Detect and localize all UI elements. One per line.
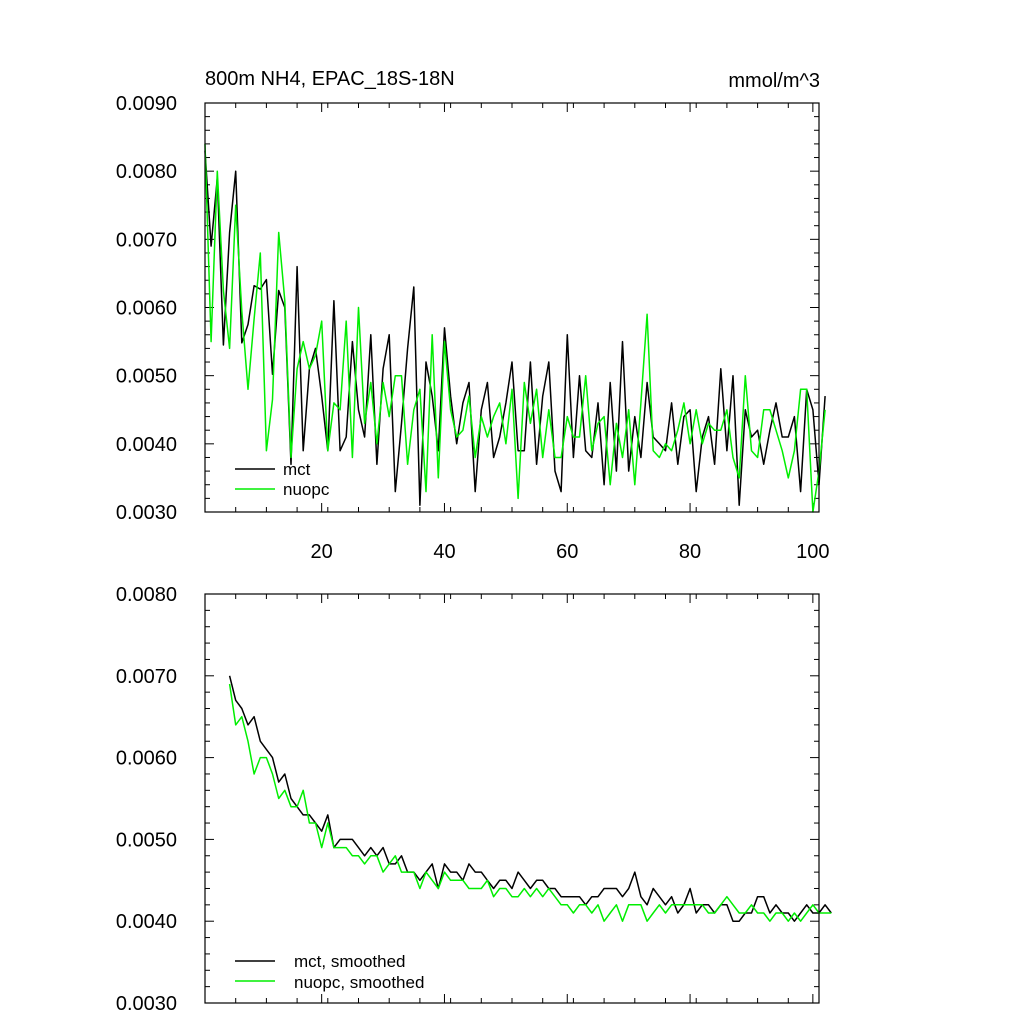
series-line-mct [204,150,826,506]
axis-ticks: 0.0030 0.0040 0.0050 0.0060 0.0070 0.0080 [116,584,819,1015]
y-tick-label: 0.0040 [116,434,177,456]
panel-top: 800m NH4, EPAC_18S-18N mmol/m^3 0.00300.… [116,68,830,563]
legend: mct, smoothed nuopc, smoothed [235,952,424,992]
y-tick-label: 0.0030 [116,502,177,524]
legend-label-mct: mct [283,460,311,479]
y-tick-label: 0.0060 [116,298,177,320]
plot-series [204,143,826,513]
y-tick-label: 0.0070 [116,229,177,251]
y-tick-label: 0.0090 [116,93,177,115]
plot-frame [204,593,820,1004]
y-tick-label: 0.0080 [116,584,177,606]
legend-label-nuopc-smoothed: nuopc, smoothed [294,973,424,992]
x-tick-label: 60 [556,541,578,563]
y-tick-label: 0.0030 [116,993,177,1015]
y-tick-label: 0.0070 [116,666,177,688]
series-line-nuopc-smoothed [228,683,832,922]
x-tick-label: 20 [311,541,333,563]
y-tick-label: 0.0060 [116,748,177,770]
chart-units: mmol/m^3 [728,70,820,92]
y-tick-label: 0.0050 [116,366,177,388]
legend: mct nuopc [235,460,330,499]
axis-ticks: 0.0030 0.0040 0.0050 0.0060 0.0070 0.0080 0.00… [116,93,830,563]
legend-label-mct-smoothed: mct, smoothed [294,952,406,971]
y-tick-label: 0.0040 [116,911,177,933]
panel-bottom: 0.0030 0.0040 0.0050 0.0060 0.0070 0.0080 mct… [116,584,832,1015]
y-tick-label: 0.0050 [116,829,177,851]
x-tick-label: 40 [433,541,455,563]
y-tick-label: 0.0080 [116,161,177,183]
plot-series [228,675,832,922]
plot-frame [204,102,820,513]
series-line-mct-smoothed [228,675,832,922]
x-tick-label: 100 [796,541,829,563]
chart-title: 800m NH4, EPAC_18S-18N [205,68,455,90]
legend-label-nuopc: nuopc [283,480,330,499]
series-line-nuopc [204,143,826,513]
x-tick-label: 80 [679,541,701,563]
